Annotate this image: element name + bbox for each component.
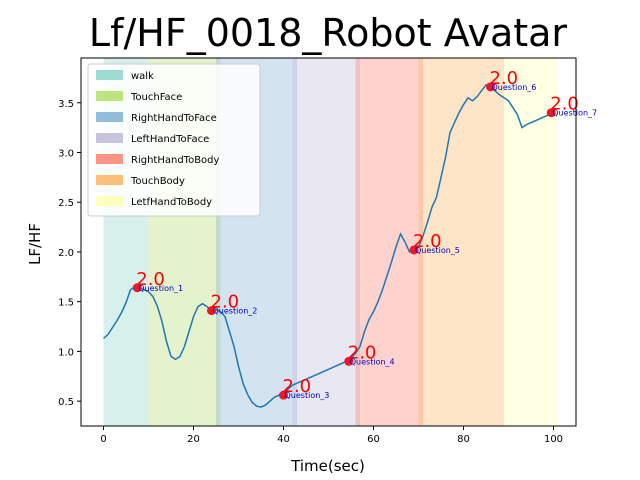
y-tick-label: 1.0: [58, 347, 74, 358]
series-line-0: [103, 83, 554, 408]
question-value-2: 2.0: [211, 292, 240, 313]
question-point-4: [344, 356, 354, 366]
question-label-6: Question_6: [492, 83, 537, 92]
question-value-7: 2.0: [550, 94, 579, 115]
y-tick-label: 3.5: [58, 99, 74, 110]
region-6: [504, 58, 558, 426]
question-point-1: [132, 283, 142, 293]
annotation-layer: 2.0Question_12.0Question_22.0Question_32…: [132, 68, 597, 400]
question-value-1: 2.0: [136, 269, 165, 290]
legend-swatch-4: [96, 154, 123, 164]
x-tick-label: 60: [367, 434, 380, 445]
legend-label-5: TouchBody: [130, 176, 185, 187]
legend-label-0: walk: [131, 71, 154, 82]
y-axis-title: LF/HF: [26, 223, 44, 265]
plot-frame: [80, 57, 577, 427]
question-point-2: [207, 306, 216, 316]
legend-box: [87, 63, 261, 217]
question-label-7: Question_7: [552, 109, 597, 118]
x-axis: 0 20 40 60 80 100: [100, 426, 563, 445]
legend-swatch-2: [96, 112, 123, 122]
legend: walk TouchFace RightHandToFace LeftHandToFa…: [87, 63, 261, 217]
x-tick-label: 40: [277, 434, 290, 445]
legend-label-6: LetfHandToBody: [131, 197, 212, 208]
question-label-5: Question_5: [415, 246, 460, 255]
legend-label-1: TouchFace: [130, 92, 182, 103]
question-point-5: [409, 245, 419, 255]
x-tick-label: 80: [457, 434, 470, 445]
legend-label-3: LeftHandToFace: [131, 134, 209, 145]
question-label-4: Question_4: [350, 357, 395, 366]
question-value-6: 2.0: [490, 68, 519, 89]
question-point-7: [546, 108, 556, 118]
region-5: [418, 58, 504, 426]
y-tick-label: 0.5: [58, 397, 74, 408]
question-value-3: 2.0: [283, 376, 312, 397]
chart-title: Lf/HF_0018_Robot Avatar: [89, 11, 568, 55]
question-label-2: Question_2: [213, 307, 258, 316]
legend-label-4: RightHandToBody: [131, 155, 220, 166]
question-label-1: Question_1: [138, 284, 183, 293]
question-point-3: [279, 390, 288, 400]
legend-swatch-5: [96, 175, 123, 185]
line-layer: [103, 83, 554, 408]
region-4: [355, 58, 423, 426]
legend-swatch-6: [96, 196, 123, 206]
y-tick-label: 1.5: [58, 298, 74, 309]
x-tick-label: 20: [187, 434, 200, 445]
x-tick-label: 0: [100, 434, 106, 445]
legend-label-2: RightHandToFace: [131, 113, 217, 124]
x-tick-label: 100: [544, 434, 563, 445]
y-tick-label: 2.5: [58, 198, 74, 209]
question-label-3: Question_3: [285, 391, 330, 400]
question-point-6: [486, 82, 495, 92]
legend-swatch-0: [96, 70, 123, 80]
x-axis-title: Time(sec): [290, 457, 365, 475]
y-tick-label: 3.0: [58, 148, 74, 159]
legend-swatch-1: [96, 91, 123, 101]
legend-swatch-3: [96, 133, 123, 143]
y-tick-label: 2.0: [58, 248, 74, 259]
y-axis: 0.5 1.0 1.5 2.0 2.5 3.0 3.5: [58, 99, 81, 408]
question-value-4: 2.0: [348, 342, 377, 363]
question-value-5: 2.0: [413, 231, 442, 252]
